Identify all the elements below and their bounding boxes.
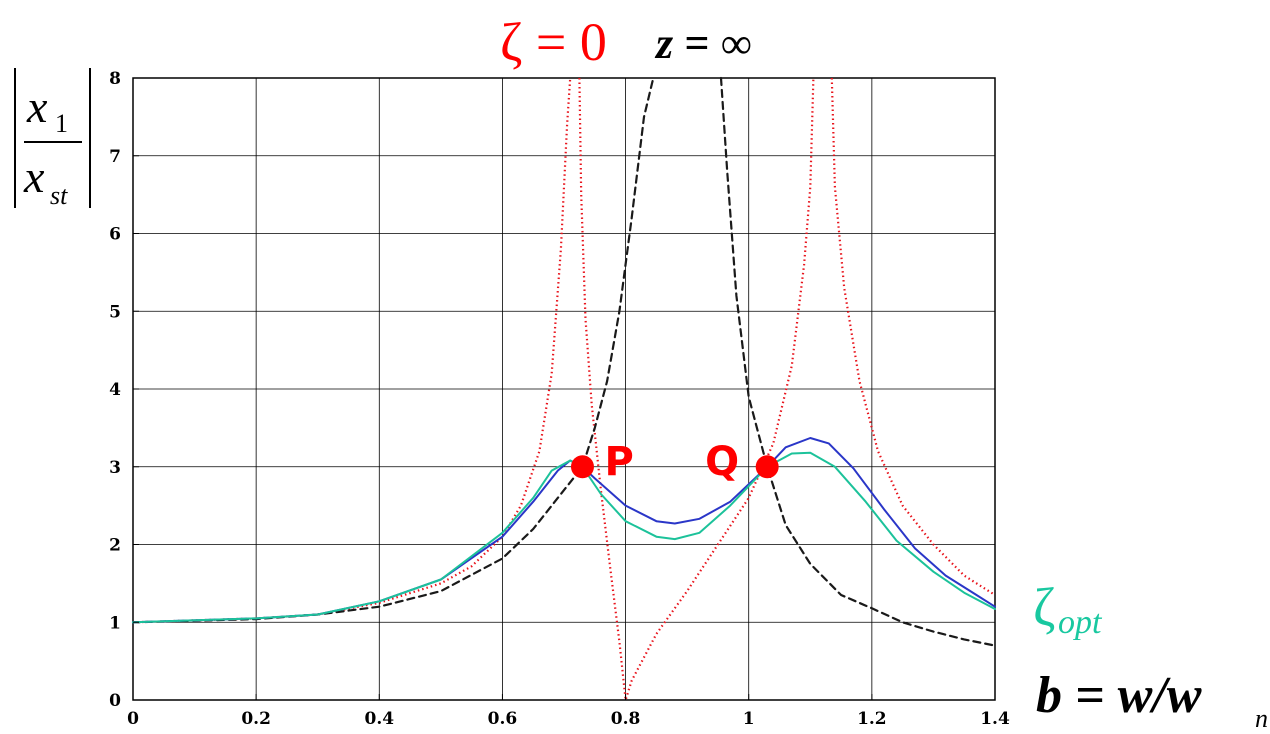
x-tick-label: 0.2 <box>241 709 271 729</box>
x-label-main: b = w/w <box>1036 667 1202 724</box>
point-p-marker <box>570 455 594 479</box>
point-q-label: Q <box>705 439 739 485</box>
zeta-opt-label: ζ opt <box>1033 577 1103 641</box>
x-axis-label: b = w/w n <box>1036 667 1268 733</box>
series-layer <box>131 76 997 702</box>
point-q-marker <box>755 455 779 479</box>
grid <box>133 78 995 700</box>
y-tick-label: 6 <box>109 225 121 245</box>
x-tick-label: 0.6 <box>488 709 518 729</box>
y-tick-label: 2 <box>109 536 121 556</box>
series-solid <box>132 451 996 624</box>
series-line <box>719 76 997 647</box>
series-line <box>131 76 655 624</box>
y-label-denominator-sub: st <box>50 181 68 210</box>
ticks-layer: 0 0.2 0.4 0.6 0.8 1 1.2 1.4 0 1 2 3 4 5 6 7 8 <box>109 69 1010 729</box>
y-tick-label: 7 <box>109 147 121 167</box>
series-dashed <box>131 76 997 647</box>
y-tick-label: 1 <box>109 613 121 633</box>
series-line <box>578 77 815 702</box>
x-tick-label: 1.4 <box>980 709 1010 729</box>
x-tick-label: 0.8 <box>611 709 641 729</box>
point-p-label: P <box>604 439 633 485</box>
title-z-infinity: z = ∞ <box>654 19 752 68</box>
x-label-subscript: n <box>1255 704 1268 733</box>
y-tick-label: 5 <box>109 302 121 322</box>
y-label-numerator: x <box>26 81 48 132</box>
y-tick-label: 3 <box>109 458 121 478</box>
y-label-denominator: x <box>23 151 45 202</box>
y-tick-label: 4 <box>109 380 121 400</box>
x-tick-label: 1.2 <box>857 709 887 729</box>
x-tick-label: 0.4 <box>364 709 394 729</box>
title-zeta-zero: ζ = 0 <box>500 12 607 72</box>
y-tick-label: 0 <box>109 691 121 711</box>
zeta-opt-subscript: opt <box>1058 604 1103 641</box>
series-line <box>132 451 996 624</box>
y-tick-label: 8 <box>109 69 121 89</box>
y-axis-label: x 1 x st <box>14 68 91 210</box>
x-tick-label: 0 <box>127 709 139 729</box>
zeta-opt-symbol: ζ <box>1033 577 1055 637</box>
x-tick-label: 1 <box>743 709 755 729</box>
y-label-numerator-sub: 1 <box>55 109 68 138</box>
